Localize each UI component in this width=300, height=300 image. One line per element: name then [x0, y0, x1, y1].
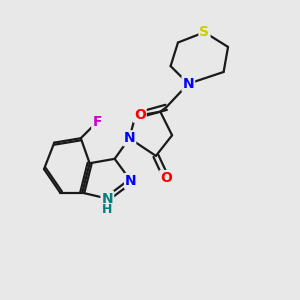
Text: N: N [182, 77, 194, 91]
Text: H: H [101, 203, 112, 216]
Text: N: N [125, 174, 137, 188]
Text: N: N [124, 131, 135, 145]
Text: S: S [200, 25, 209, 39]
Text: F: F [92, 115, 102, 129]
Text: N: N [101, 192, 113, 206]
Text: O: O [134, 108, 146, 122]
Text: O: O [160, 171, 172, 185]
